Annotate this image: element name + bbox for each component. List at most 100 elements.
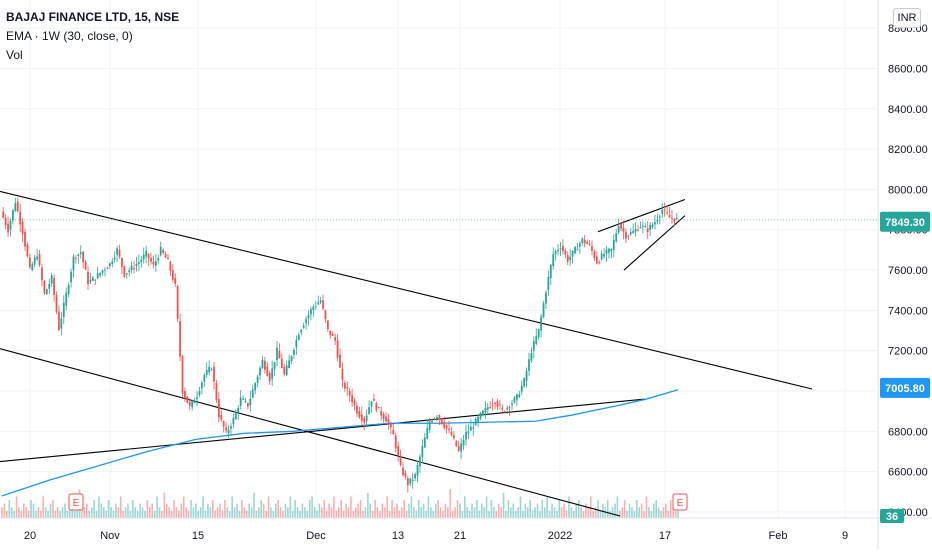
volume-bar bbox=[129, 510, 132, 518]
volume-bar bbox=[18, 507, 20, 518]
candle-body bbox=[450, 431, 453, 436]
candle-body bbox=[627, 235, 630, 237]
candle-body bbox=[445, 425, 448, 429]
volume-bar bbox=[640, 503, 643, 518]
volume-bar bbox=[560, 507, 563, 518]
candle-body bbox=[266, 366, 269, 376]
candle-body bbox=[363, 417, 366, 423]
volume-bar bbox=[442, 510, 444, 518]
volume-bar bbox=[110, 507, 112, 518]
candle-body bbox=[31, 264, 34, 271]
volume-bar bbox=[98, 496, 100, 518]
candle-body bbox=[123, 266, 126, 277]
volume-bar bbox=[325, 510, 328, 518]
volume-bar bbox=[468, 510, 471, 518]
volume-bar bbox=[270, 507, 272, 518]
volume-bar bbox=[589, 496, 592, 518]
candle-body bbox=[314, 305, 317, 307]
candle-body bbox=[263, 360, 266, 370]
candle-body bbox=[634, 228, 637, 232]
volume-bar bbox=[493, 507, 495, 518]
candle-body bbox=[641, 225, 644, 227]
candle-body bbox=[135, 263, 138, 267]
candle-body bbox=[535, 336, 538, 344]
candle-body bbox=[295, 339, 298, 348]
candle-body bbox=[414, 474, 417, 479]
volume-bar bbox=[570, 507, 573, 518]
candle-body bbox=[404, 472, 407, 477]
candle-body bbox=[525, 370, 528, 381]
volume-bar bbox=[391, 500, 393, 518]
volume-bar bbox=[32, 503, 35, 518]
volume-bar bbox=[289, 496, 292, 518]
volume-bar bbox=[37, 507, 40, 518]
candle-body bbox=[654, 222, 656, 225]
candle-body bbox=[469, 426, 472, 431]
volume-bar bbox=[619, 510, 621, 518]
volume-bar bbox=[473, 507, 476, 518]
volume-bar bbox=[112, 510, 115, 518]
candle-body bbox=[479, 412, 482, 419]
candle-body bbox=[322, 300, 324, 309]
candle-body bbox=[137, 262, 140, 264]
candle-body bbox=[254, 383, 257, 391]
volume-bar bbox=[485, 496, 488, 518]
last-price-badge-label: 7849.30 bbox=[885, 217, 925, 229]
candle-body bbox=[45, 289, 48, 295]
candle-body bbox=[462, 440, 465, 446]
candle-body bbox=[508, 407, 511, 409]
candle-body bbox=[360, 414, 363, 421]
candle-body bbox=[603, 254, 606, 257]
candle-body bbox=[351, 395, 354, 403]
candle-body bbox=[186, 396, 189, 403]
volume-bar bbox=[1, 507, 3, 518]
candle-body bbox=[99, 272, 102, 276]
candle-body bbox=[334, 337, 337, 341]
candle-body bbox=[402, 467, 404, 475]
volume-bar bbox=[505, 510, 507, 518]
price-tick-label: 8600.00 bbox=[888, 63, 928, 75]
symbol-title[interactable]: BAJAJ FINANCE LTD, 15, NSE bbox=[6, 10, 180, 24]
volume-bar bbox=[636, 500, 638, 518]
candle-body bbox=[559, 248, 562, 250]
candle-body bbox=[385, 416, 387, 422]
volume-bar bbox=[294, 500, 296, 518]
candle-body bbox=[162, 249, 165, 253]
time-tick-label: Feb bbox=[769, 530, 788, 542]
candle-body bbox=[181, 356, 184, 394]
candle-body bbox=[302, 325, 305, 328]
volume-bar bbox=[211, 500, 214, 518]
price-tick-label: 7400.00 bbox=[888, 305, 928, 317]
volume-bars bbox=[1, 489, 679, 518]
candle-body bbox=[130, 265, 133, 271]
candle-body bbox=[324, 310, 327, 320]
volume-bar bbox=[95, 510, 98, 518]
volume-bar bbox=[277, 500, 280, 518]
volume-indicator-label[interactable]: Vol bbox=[6, 48, 23, 62]
volume-bar bbox=[30, 500, 32, 518]
volume-bar bbox=[427, 496, 430, 518]
volume-bar bbox=[623, 500, 626, 518]
candle-body bbox=[574, 247, 576, 254]
volume-bar bbox=[170, 510, 173, 518]
volume-bar bbox=[398, 510, 401, 518]
volume-bar bbox=[107, 500, 110, 518]
volume-bar bbox=[609, 510, 611, 518]
volume-bar bbox=[522, 510, 524, 518]
candle-body bbox=[159, 246, 162, 256]
volume-bar bbox=[197, 510, 200, 518]
candle-body bbox=[121, 257, 123, 267]
ema-indicator-label[interactable]: EMA · 1W (30, close, 0) bbox=[6, 29, 133, 43]
candle-body bbox=[586, 241, 589, 244]
volume-bar bbox=[379, 510, 381, 518]
volume-bar bbox=[563, 503, 565, 518]
ema-line bbox=[1, 389, 679, 497]
candle-body bbox=[125, 273, 128, 275]
currency-button[interactable]: INR bbox=[893, 8, 921, 28]
volume-bar bbox=[507, 500, 510, 518]
volume-bar bbox=[430, 507, 432, 518]
volume-bar bbox=[333, 496, 335, 518]
